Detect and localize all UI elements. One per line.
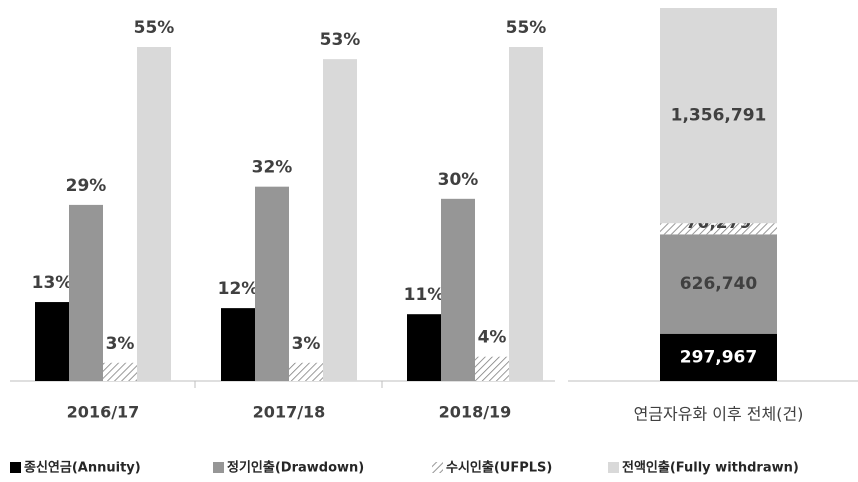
bar-segment xyxy=(660,234,777,334)
value-label: 53% xyxy=(320,30,361,50)
bar xyxy=(323,59,357,382)
bar xyxy=(221,308,255,381)
bar xyxy=(509,47,543,381)
legend-label: 수시인출(UFPLS) xyxy=(446,460,552,476)
bar xyxy=(407,314,441,381)
value-label: 3% xyxy=(106,334,135,354)
bar-segment xyxy=(660,333,777,381)
bar xyxy=(289,362,323,381)
value-label: 626,740 xyxy=(680,274,758,294)
x-tick-label: 연금자유화 이후 전체(건) xyxy=(634,405,804,424)
value-label: 30% xyxy=(438,170,479,190)
value-label: 32% xyxy=(252,158,293,178)
x-tick-label: 2018/19 xyxy=(439,403,512,422)
legend-label: 전액인출(Fully withdrawn) xyxy=(622,460,799,476)
bar xyxy=(441,198,475,381)
value-label: 1,356,791 xyxy=(671,106,767,126)
bar-segment xyxy=(660,223,777,235)
bar xyxy=(137,47,171,381)
legend-swatch xyxy=(608,462,619,473)
bar xyxy=(255,186,289,381)
value-label: 55% xyxy=(134,18,175,38)
legend-swatch xyxy=(213,462,224,473)
value-label: 12% xyxy=(218,279,259,299)
value-label: 55% xyxy=(506,18,547,38)
bar xyxy=(103,362,137,381)
bar xyxy=(69,204,103,381)
bar xyxy=(35,302,69,381)
legend-label: 종신연금(Annuity) xyxy=(24,461,141,476)
value-label: 3% xyxy=(292,334,321,354)
value-label: 4% xyxy=(478,328,507,348)
legend-swatch xyxy=(432,462,443,473)
value-label: 29% xyxy=(66,176,107,196)
x-tick-label: 2017/18 xyxy=(253,403,326,422)
value-label: 13% xyxy=(32,273,73,293)
x-tick-label: 2016/17 xyxy=(67,403,140,422)
bar-segment xyxy=(660,8,777,224)
legend-label: 정기인출(Drawdown) xyxy=(227,460,364,476)
legend-swatch xyxy=(10,462,21,473)
value-label: 11% xyxy=(404,285,445,305)
bar xyxy=(475,356,509,381)
value-label: 297,967 xyxy=(680,347,757,367)
